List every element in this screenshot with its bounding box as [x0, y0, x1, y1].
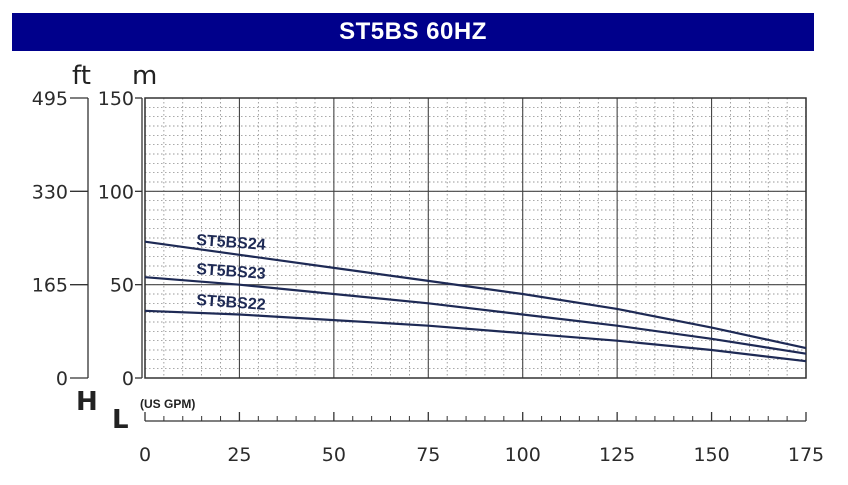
y-tick-label-m: 100: [98, 181, 134, 203]
x-axis-letter: L: [112, 405, 129, 435]
y-tick-label-ft: 495: [32, 88, 68, 110]
x-tick-label: 25: [227, 444, 251, 466]
y-unit-left: ft: [72, 61, 91, 91]
series-lines: [144, 240, 807, 363]
y-tick-label-ft: 330: [32, 181, 68, 203]
x-tick-label: 50: [322, 444, 346, 466]
x-tick-label: 0: [139, 444, 151, 466]
series-label-st5bs22: ST5BS22: [196, 292, 266, 314]
x-tick-label: 125: [599, 444, 635, 466]
series-label-st5bs24: ST5BS24: [196, 232, 266, 254]
series-line-st5bs23: [144, 276, 807, 355]
series-line-st5bs24: [144, 240, 807, 350]
y-tick-label-ft: 0: [56, 368, 68, 390]
y-tick-label-m: 50: [110, 275, 134, 297]
axes: 0 0 50 165 100 330 150 495 0 25 50 75 100 125 150 175: [32, 88, 824, 466]
x-tick-label: 150: [693, 444, 729, 466]
y-axis-letter: H: [76, 387, 98, 417]
chart-title: ST5BS 60HZ: [12, 13, 814, 51]
series-line-st5bs22: [144, 309, 807, 363]
y-tick-label-m: 150: [98, 88, 134, 110]
x-unit-label: (US GPM): [140, 397, 195, 411]
x-tick-label: 100: [505, 444, 541, 466]
y-tick-label-ft: 165: [32, 275, 68, 297]
y-unit-right: m: [132, 61, 157, 91]
x-tick-label: 75: [416, 444, 440, 466]
plot-frame: [144, 97, 807, 379]
series-label-st5bs23: ST5BS23: [196, 261, 266, 283]
x-tick-label: 175: [788, 444, 824, 466]
y-tick-label-m: 0: [122, 368, 134, 390]
